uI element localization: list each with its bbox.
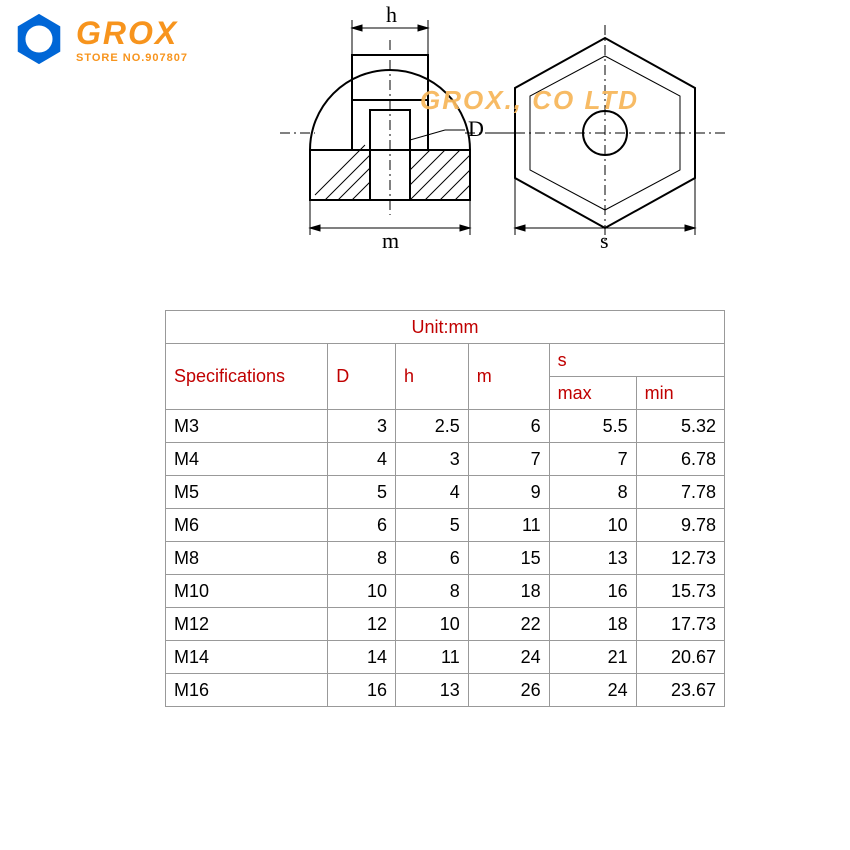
unit-row: Unit:mm	[166, 311, 725, 344]
label-D: D	[468, 116, 484, 141]
cell-D: 14	[328, 641, 396, 674]
cell-m: 7	[468, 443, 549, 476]
cell-D: 6	[328, 509, 396, 542]
logo-brand: GROX	[76, 15, 188, 52]
cell-smin: 6.78	[636, 443, 724, 476]
cell-smax: 13	[549, 542, 636, 575]
cell-smin: 12.73	[636, 542, 724, 575]
label-m: m	[382, 228, 399, 253]
cell-D: 3	[328, 410, 396, 443]
cell-m: 6	[468, 410, 549, 443]
cell-h: 5	[395, 509, 468, 542]
cell-D: 5	[328, 476, 396, 509]
cell-smax: 16	[549, 575, 636, 608]
cell-smax: 5.5	[549, 410, 636, 443]
logo-store: STORE NO.907807	[76, 52, 188, 64]
col-smin: min	[636, 377, 724, 410]
cell-spec: M4	[166, 443, 328, 476]
table-row: M886151312.73	[166, 542, 725, 575]
cell-m: 18	[468, 575, 549, 608]
cell-smax: 24	[549, 674, 636, 707]
cell-smax: 10	[549, 509, 636, 542]
cell-h: 3	[395, 443, 468, 476]
hex-nut-icon	[10, 10, 68, 68]
table-row: M443776.78	[166, 443, 725, 476]
cell-smin: 23.67	[636, 674, 724, 707]
cell-D: 16	[328, 674, 396, 707]
spec-table: Unit:mm Specifications D h m s max min M…	[165, 310, 725, 707]
table-row: M161613262423.67	[166, 674, 725, 707]
table-row: M66511109.78	[166, 509, 725, 542]
col-spec: Specifications	[166, 344, 328, 410]
cell-m: 22	[468, 608, 549, 641]
cell-spec: M8	[166, 542, 328, 575]
col-D: D	[328, 344, 396, 410]
cell-h: 6	[395, 542, 468, 575]
cell-smin: 7.78	[636, 476, 724, 509]
cell-smax: 18	[549, 608, 636, 641]
cell-m: 26	[468, 674, 549, 707]
logo: GROX STORE NO.907807	[10, 10, 188, 68]
cell-m: 11	[468, 509, 549, 542]
cell-m: 24	[468, 641, 549, 674]
cell-h: 8	[395, 575, 468, 608]
cell-spec: M10	[166, 575, 328, 608]
cell-h: 11	[395, 641, 468, 674]
cell-smin: 5.32	[636, 410, 724, 443]
cell-spec: M12	[166, 608, 328, 641]
col-s: s	[549, 344, 724, 377]
table-row: M554987.78	[166, 476, 725, 509]
table-row: M10108181615.73	[166, 575, 725, 608]
label-s: s	[600, 228, 609, 253]
cell-h: 2.5	[395, 410, 468, 443]
table-row: M121210221817.73	[166, 608, 725, 641]
col-m: m	[468, 344, 549, 410]
table-row: M141411242120.67	[166, 641, 725, 674]
col-smax: max	[549, 377, 636, 410]
cell-D: 4	[328, 443, 396, 476]
cell-spec: M5	[166, 476, 328, 509]
unit-label: Unit:mm	[166, 311, 725, 344]
technical-diagram: h D m	[280, 0, 780, 260]
cell-h: 10	[395, 608, 468, 641]
cell-smin: 20.67	[636, 641, 724, 674]
cell-spec: M16	[166, 674, 328, 707]
cell-D: 8	[328, 542, 396, 575]
cell-h: 4	[395, 476, 468, 509]
cell-m: 15	[468, 542, 549, 575]
header-row-1: Specifications D h m s	[166, 344, 725, 377]
cell-smin: 17.73	[636, 608, 724, 641]
cell-D: 10	[328, 575, 396, 608]
watermark: GROX., CO LTD	[420, 85, 639, 116]
cell-smax: 8	[549, 476, 636, 509]
cell-m: 9	[468, 476, 549, 509]
label-h: h	[386, 2, 397, 27]
cell-spec: M14	[166, 641, 328, 674]
col-h: h	[395, 344, 468, 410]
cell-smax: 21	[549, 641, 636, 674]
table-row: M332.565.55.32	[166, 410, 725, 443]
cell-smin: 15.73	[636, 575, 724, 608]
cell-h: 13	[395, 674, 468, 707]
cell-smax: 7	[549, 443, 636, 476]
cell-spec: M6	[166, 509, 328, 542]
cell-spec: M3	[166, 410, 328, 443]
cell-D: 12	[328, 608, 396, 641]
cell-smin: 9.78	[636, 509, 724, 542]
